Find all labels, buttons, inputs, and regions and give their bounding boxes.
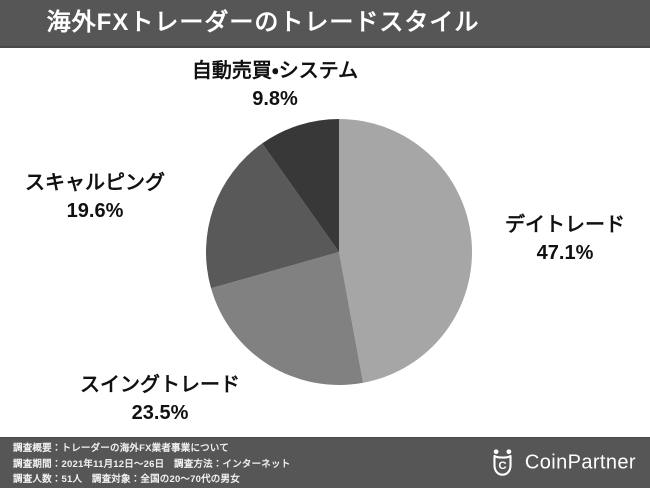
pie-slice-0 bbox=[339, 119, 473, 383]
pie-label-name: 自動売買・システム bbox=[191, 60, 359, 82]
survey-info: 調査概要：トレーダーの海外FX業者事業について 調査期間：2021年11月12日… bbox=[13, 441, 290, 488]
page-title: 海外FXトレーダーのトレードスタイル bbox=[46, 9, 480, 36]
pie-label-daytrade: デイトレード 47.1% bbox=[505, 211, 625, 267]
pie-label-name: スイングトレード bbox=[80, 374, 240, 396]
survey-sample: 調査人数：51人 調査対象：全国の20〜70代の男女 bbox=[13, 474, 240, 485]
pie-label-value: 19.6% bbox=[66, 200, 124, 222]
footer-bar: 調査概要：トレーダーの海外FX業者事業について 調査期間：2021年11月12日… bbox=[0, 437, 650, 488]
survey-period-method: 調査期間：2021年11月12日〜26日 調査方法：インターネット bbox=[13, 458, 291, 470]
pie-slice-2 bbox=[206, 143, 339, 289]
title-bar: 海外FXトレーダーのトレードスタイル bbox=[0, 0, 650, 48]
pie-label-name: デイトレード bbox=[505, 214, 625, 236]
pie-label-swingtrade: スイングトレード 23.5% bbox=[80, 371, 240, 427]
brand-name: CoinPartner bbox=[524, 451, 636, 474]
pie-slice-1 bbox=[211, 252, 364, 386]
coinpartner-crown-coin-icon: C bbox=[493, 449, 512, 476]
pie-label-auto-system: 自動売買・システム 9.8% bbox=[192, 57, 358, 113]
pie-label-scalping: スキャルピング 19.6% bbox=[25, 169, 165, 225]
pie-label-value: 9.8% bbox=[252, 88, 298, 110]
brand-logo: C CoinPartner bbox=[487, 448, 636, 479]
pie-slice-3 bbox=[262, 119, 339, 252]
pie-label-name: スキャルピング bbox=[25, 172, 165, 194]
survey-overview: 調査概要：トレーダーの海外FX業者事業について bbox=[13, 443, 229, 454]
svg-text:C: C bbox=[498, 460, 506, 472]
pie-label-value: 23.5% bbox=[131, 402, 189, 424]
pie-label-value: 47.1% bbox=[536, 242, 594, 264]
